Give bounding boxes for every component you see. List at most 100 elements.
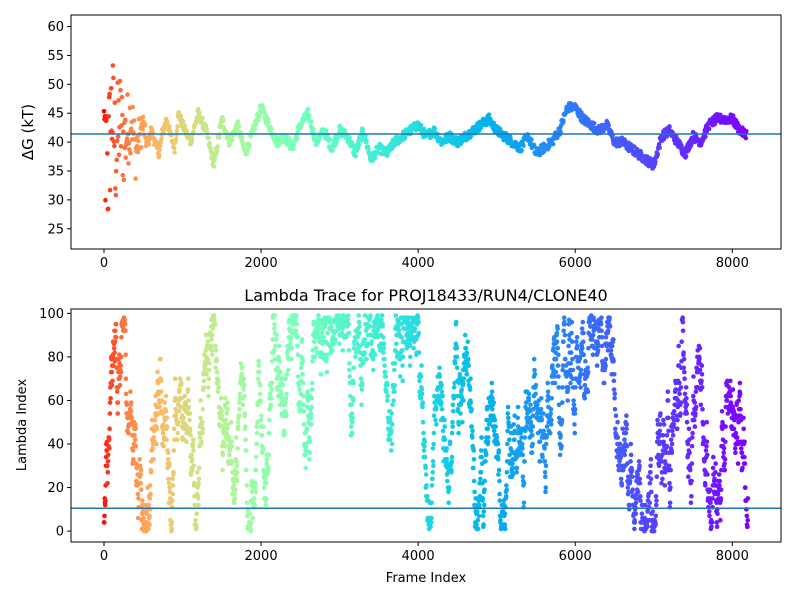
- lambda-point: [564, 374, 569, 379]
- lambda-point: [648, 470, 653, 475]
- lambda-point: [740, 465, 745, 471]
- free-energy-point: [342, 128, 348, 133]
- lambda-point: [283, 400, 288, 405]
- lambda-point: [123, 328, 128, 334]
- lambda-point: [612, 406, 618, 412]
- lambda-point: [578, 372, 583, 377]
- lambda-point: [239, 372, 245, 377]
- lambda-point: [738, 406, 743, 412]
- lambda-point: [632, 526, 637, 532]
- lambda-point: [668, 437, 674, 443]
- lambda-point: [420, 404, 425, 410]
- lambda-point: [166, 480, 172, 486]
- free-energy-x-tick-label: 4000: [402, 256, 435, 271]
- lambda-point: [241, 387, 246, 392]
- lambda-point: [364, 356, 369, 362]
- lambda-point: [433, 406, 439, 412]
- lambda-point: [662, 483, 668, 488]
- lambda-point: [470, 435, 475, 440]
- free-energy-point: [115, 134, 121, 139]
- free-energy-point: [310, 126, 316, 131]
- lambda-point: [296, 382, 302, 388]
- lambda-point: [138, 487, 144, 493]
- lambda-point: [200, 430, 205, 436]
- lambda-point: [216, 385, 221, 390]
- lambda-point: [713, 470, 718, 475]
- free-energy-point: [227, 141, 233, 147]
- lambda-point: [196, 476, 202, 482]
- free-energy-point: [119, 123, 124, 128]
- lambda-point: [389, 441, 395, 447]
- lambda-point: [556, 402, 562, 408]
- lambda-point: [289, 356, 294, 362]
- lambda-point: [628, 452, 634, 458]
- lambda-point: [396, 328, 402, 334]
- lambda-point: [612, 391, 618, 397]
- lambda-point: [288, 341, 293, 347]
- lambda-point: [491, 428, 497, 434]
- lambda-point: [739, 450, 745, 456]
- lambda-point: [359, 387, 365, 392]
- lambda-point: [349, 430, 355, 436]
- lambda-point: [126, 430, 131, 436]
- lambda-point: [643, 502, 648, 508]
- lambda-point: [700, 406, 705, 412]
- lambda-point: [555, 345, 561, 351]
- lambda-point: [459, 387, 465, 392]
- lambda-point: [605, 328, 611, 334]
- lambda-point: [714, 524, 720, 530]
- lambda-trace-y-tick-label: 100: [39, 307, 64, 322]
- lambda-point: [154, 426, 160, 432]
- lambda-point: [272, 313, 278, 318]
- lambda-point: [257, 369, 262, 375]
- lambda-point: [430, 476, 435, 482]
- lambda-point: [191, 437, 196, 443]
- lambda-point: [349, 402, 354, 408]
- lambda-point: [109, 369, 115, 375]
- lambda-point: [391, 398, 396, 403]
- lambda-point: [235, 446, 240, 451]
- lambda-point: [521, 480, 527, 486]
- lambda-point: [528, 419, 534, 425]
- lambda-point: [709, 524, 714, 530]
- lambda-point: [622, 448, 628, 453]
- lambda-point: [494, 435, 500, 440]
- free-energy-point: [295, 129, 301, 135]
- lambda-point: [138, 472, 143, 477]
- lambda-point: [122, 321, 128, 327]
- free-energy-point: [453, 135, 459, 140]
- free-energy-point: [550, 141, 556, 147]
- lambda-point: [229, 439, 234, 445]
- lambda-point: [350, 415, 355, 421]
- lambda-point: [347, 361, 352, 366]
- lambda-point: [568, 380, 573, 386]
- lambda-point: [351, 345, 357, 351]
- lambda-point: [744, 513, 750, 519]
- lambda-point: [397, 374, 403, 379]
- lambda-point: [466, 363, 472, 368]
- lambda-point: [449, 430, 455, 436]
- lambda-point: [554, 330, 560, 336]
- lambda-point: [346, 330, 352, 336]
- lambda-point: [269, 387, 275, 392]
- lambda-point: [358, 376, 364, 382]
- lambda-point: [301, 409, 307, 414]
- free-energy-point: [521, 143, 526, 148]
- free-energy-point: [683, 153, 689, 159]
- lambda-trace-y-ticks: 0 20 40 60 80 100: [39, 307, 71, 540]
- lambda-point: [483, 452, 489, 458]
- lambda-point: [628, 441, 634, 447]
- lambda-point: [681, 356, 687, 362]
- lambda-point: [425, 494, 430, 499]
- lambda-point: [492, 417, 498, 423]
- lambda-point: [105, 480, 110, 486]
- lambda-point: [380, 313, 385, 318]
- lambda-point: [233, 487, 238, 493]
- lambda-point: [388, 448, 394, 453]
- lambda-point: [464, 372, 470, 377]
- lambda-point: [206, 393, 211, 399]
- lambda-point: [497, 498, 503, 503]
- lambda-point: [479, 454, 485, 460]
- free-energy-point: [143, 135, 148, 141]
